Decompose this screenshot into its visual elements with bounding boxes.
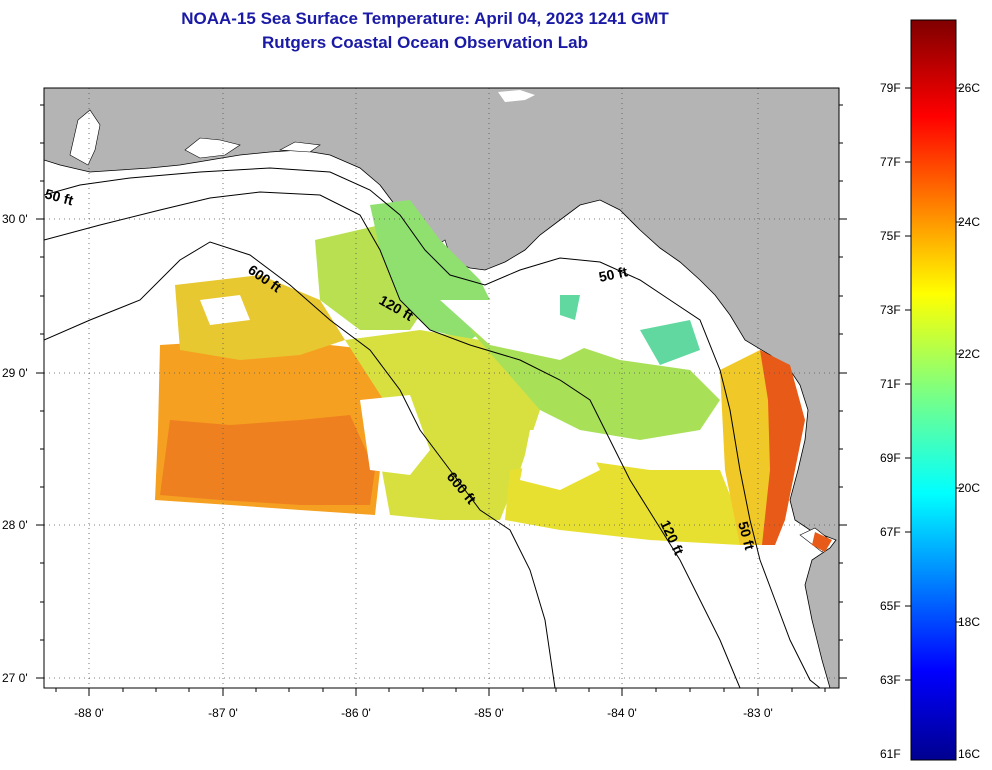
colorbar-f-label: 67F — [880, 525, 901, 539]
colorbar-f-label: 75F — [880, 229, 901, 243]
colorbar-f-label: 63F — [880, 673, 901, 687]
colorbar-c-label: 24C — [958, 215, 980, 229]
colorbar-fahrenheit-labels: 79F 77F 75F 73F 71F 69F 67F 65F 63F 61F — [880, 81, 901, 761]
colorbar-f-label: 71F — [880, 377, 901, 391]
colorbar-c-label: 16C — [958, 747, 980, 761]
contour-600ft — [44, 241, 556, 688]
colorbar-f-label: 61F — [880, 747, 901, 761]
axis-ticks — [36, 104, 847, 696]
colorbar-celsius-labels: 26C 24C 22C 20C 18C 16C — [958, 81, 980, 761]
colorbar-ticks — [905, 87, 962, 681]
lon-label: -83 0' — [743, 706, 773, 720]
map-subtitle: Rutgers Coastal Ocean Observation Lab — [262, 33, 588, 52]
colorbar-c-label: 18C — [958, 615, 980, 629]
colorbar-f-label: 79F — [880, 81, 901, 95]
lon-label: -84 0' — [607, 706, 637, 720]
bay — [69, 109, 101, 166]
sst-data — [155, 200, 832, 552]
bay — [184, 137, 241, 159]
land-mass — [44, 88, 839, 688]
contour-label: 50 ft — [597, 263, 629, 285]
colorbar-f-label: 65F — [880, 599, 901, 613]
colorbar-c-label: 22C — [958, 347, 980, 361]
map-title: NOAA-15 Sea Surface Temperature: April 0… — [181, 9, 669, 28]
colorbar-f-label: 73F — [880, 303, 901, 317]
lon-label: -87 0' — [208, 706, 238, 720]
bathymetry-contours — [44, 167, 821, 688]
lon-label: -85 0' — [474, 706, 504, 720]
lat-label: 28 0' — [2, 518, 28, 532]
longitude-labels: -88 0' -87 0' -86 0' -85 0' -84 0' -83 0… — [74, 706, 773, 720]
colorbar — [910, 19, 957, 761]
contour-120ft — [44, 191, 741, 688]
colorbar-c-label: 20C — [958, 481, 980, 495]
graticule — [44, 88, 839, 688]
lat-label: 30 0' — [2, 212, 28, 226]
contour-label: 50 ft — [735, 520, 758, 552]
colorbar-c-label: 26C — [958, 81, 980, 95]
latitude-labels: 30 0' 29 0' 28 0' 27 0' — [2, 212, 28, 685]
lon-label: -86 0' — [341, 706, 371, 720]
colorbar-f-label: 77F — [880, 155, 901, 169]
lat-label: 29 0' — [2, 366, 28, 380]
colorbar-f-label: 69F — [880, 451, 901, 465]
lake — [498, 90, 535, 102]
contour-label: 50 ft — [43, 185, 75, 208]
bay — [278, 141, 321, 153]
lon-label: -88 0' — [74, 706, 104, 720]
map-frame — [43, 87, 840, 689]
lat-label: 27 0' — [2, 671, 28, 685]
contour-50ft — [44, 167, 821, 688]
